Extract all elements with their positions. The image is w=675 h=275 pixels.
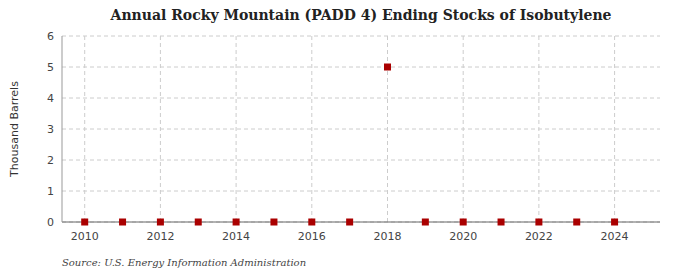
point xyxy=(611,219,618,226)
x-axis-line xyxy=(62,222,660,223)
x-tick-label: 2024 xyxy=(601,230,629,243)
y-tick-label: 3 xyxy=(47,123,54,136)
y-grid-line xyxy=(62,36,660,37)
x-grid-line xyxy=(311,36,312,222)
y-tick-label: 5 xyxy=(47,61,54,74)
y-grid-line xyxy=(62,160,660,161)
x-grid-line xyxy=(84,36,85,222)
x-grid-line xyxy=(160,36,161,222)
title: Annual Rocky Mountain (PADD 4) Ending St… xyxy=(110,7,612,23)
y-axis-line xyxy=(62,36,63,222)
x-tick-label: 2022 xyxy=(525,230,553,243)
x-tick-label: 2010 xyxy=(71,230,99,243)
y-grid-line xyxy=(62,67,660,68)
y-tick-label: 2 xyxy=(47,154,54,167)
y-grid-line xyxy=(62,129,660,130)
x-tick-label: 2018 xyxy=(373,230,401,243)
y-tick-label: 4 xyxy=(47,92,54,105)
point xyxy=(81,219,88,226)
y-grid-line xyxy=(62,98,660,99)
point xyxy=(384,64,391,71)
y-tick-label: 6 xyxy=(47,30,54,43)
point xyxy=(308,219,315,226)
y-grid-line xyxy=(62,222,660,223)
point xyxy=(573,219,580,226)
x-grid-line xyxy=(463,36,464,222)
x-tick-label: 2020 xyxy=(449,230,477,243)
point xyxy=(460,219,467,226)
x-grid-line xyxy=(614,36,615,222)
x-tick-label: 2012 xyxy=(146,230,174,243)
x-grid-line xyxy=(538,36,539,222)
chart: Annual Rocky Mountain (PADD 4) Ending St… xyxy=(0,0,675,275)
point xyxy=(535,219,542,226)
grid xyxy=(62,36,660,222)
source-note: Source: U.S. Energy Information Administ… xyxy=(62,257,306,268)
point xyxy=(157,219,164,226)
y-axis-label: Thousand Barrels xyxy=(8,81,21,178)
point xyxy=(422,219,429,226)
y-tick-label: 0 xyxy=(47,216,54,229)
points xyxy=(81,64,618,226)
point xyxy=(498,219,505,226)
y-grid-line xyxy=(62,191,660,192)
x-grid-line xyxy=(236,36,237,222)
point xyxy=(119,219,126,226)
point xyxy=(233,219,240,226)
point xyxy=(346,219,353,226)
point xyxy=(270,219,277,226)
point xyxy=(195,219,202,226)
x-tick-label: 2014 xyxy=(222,230,250,243)
y-tick-label: 1 xyxy=(47,185,54,198)
x-tick-label: 2016 xyxy=(298,230,326,243)
